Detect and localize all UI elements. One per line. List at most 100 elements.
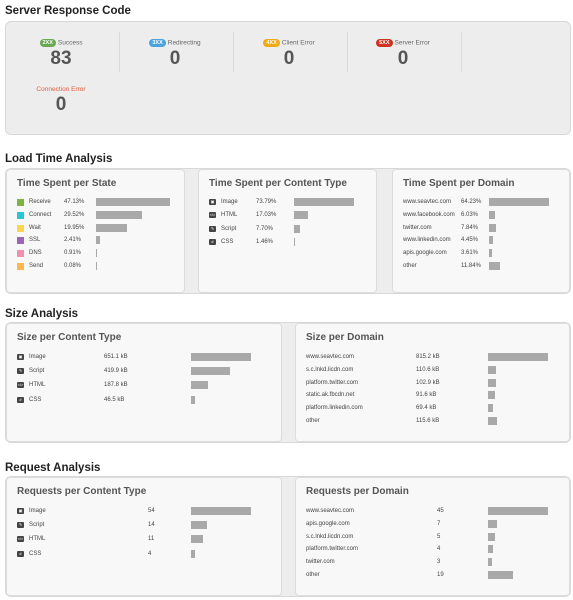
row-value: 5 [437, 533, 441, 540]
list-item: platform.twitter.com 102.9 kB [296, 378, 569, 391]
bar [488, 532, 495, 541]
color-swatch [17, 224, 24, 232]
row-label: Script [221, 225, 237, 232]
load-time-title: Load Time Analysis [5, 153, 113, 165]
bar [294, 237, 296, 246]
row-label: Send [29, 263, 44, 269]
css-icon: # [17, 396, 24, 403]
list-item: apis.google.com 7 [296, 519, 569, 532]
row-label: HTML [29, 536, 46, 543]
stat-success[interactable]: 2XX Success 83 [6, 39, 116, 69]
row-value: 19.95% [64, 224, 85, 231]
card-title: Requests per Content Type [17, 486, 147, 497]
row-label: Wait [29, 224, 41, 231]
request-panel: Requests per Content Type ▣ Image 54 ✎ Scrip… [5, 476, 571, 597]
separator [119, 32, 120, 72]
stat-value: 0 [397, 48, 409, 69]
stat-client-error[interactable]: 4XX Client Error 0 [234, 39, 344, 69]
row-value: 7.70% [256, 225, 274, 232]
row-label: Image [29, 508, 46, 514]
list-item: # CSS 4 [7, 549, 281, 562]
row-value: 115.6 kB [416, 418, 440, 424]
row-label: other [306, 418, 320, 424]
row-label: www.linkedin.com [403, 237, 451, 244]
bar [488, 558, 492, 567]
row-label: CSS [221, 238, 234, 245]
css-icon: # [209, 238, 216, 245]
bar [191, 381, 209, 390]
server-response-title: Server Response Code [5, 5, 131, 17]
card-title: Time Spent per Domain [403, 178, 515, 189]
bar [294, 224, 301, 233]
requests-per-domain-card: Requests per Domain www.seavtec.com 45 api… [295, 477, 570, 596]
html-icon: </> [209, 212, 216, 219]
row-value: 45 [437, 508, 444, 514]
row-label: Script [29, 368, 45, 375]
row-label: s.c.lnkd.licdn.com [306, 366, 354, 373]
card-title: Requests per Domain [306, 486, 409, 497]
script-icon: ✎ [209, 225, 216, 232]
bar [191, 353, 251, 361]
row-value: 4.45% [461, 237, 479, 244]
bar [96, 236, 100, 245]
bar [488, 571, 514, 579]
html-icon: </> [17, 536, 24, 543]
list-item: Connect 29.52% [7, 210, 184, 223]
row-value: 54 [148, 508, 155, 514]
list-item: ✎ Script 7.70% [199, 224, 376, 237]
list-item: ▣ Image 54 [7, 506, 281, 519]
bar [488, 391, 495, 400]
load-time-panel: Time Spent per State Receive 47.13% Connec… [5, 168, 571, 294]
row-value: 815.2 kB [416, 354, 440, 360]
color-swatch [17, 263, 24, 270]
bar [488, 519, 498, 528]
row-value: 11.84% [461, 263, 481, 269]
bar [488, 404, 494, 413]
row-value: 187.8 kB [104, 382, 128, 389]
row-label: apis.google.com [306, 520, 350, 527]
row-label: DNS [29, 250, 42, 257]
separator [233, 32, 234, 72]
list-item: apis.google.com 3.61% [393, 248, 569, 261]
row-label: twitter.com [306, 559, 335, 566]
row-value: 102.9 kB [416, 379, 440, 386]
row-label: HTML [29, 382, 46, 389]
list-item: # CSS 1.46% [199, 237, 376, 250]
row-label: CSS [29, 550, 42, 557]
bar [489, 198, 549, 206]
list-item: ✎ Script 419.9 kB [7, 366, 281, 379]
bar [489, 249, 493, 258]
color-swatch [17, 199, 24, 206]
row-value: 419.9 kB [104, 368, 128, 375]
stat-connection-error[interactable]: Connection Error 0 [6, 86, 116, 115]
bar [191, 549, 196, 558]
card-title: Size per Content Type [17, 332, 122, 343]
stat-server-error[interactable]: 5XX Server Error 0 [348, 39, 458, 69]
bar [488, 353, 548, 361]
row-label: www.seavtec.com [306, 508, 355, 514]
bar [294, 198, 354, 206]
stat-value: 0 [55, 94, 67, 115]
stat-label: Client Error [281, 39, 315, 47]
bar [191, 367, 230, 376]
image-icon: ▣ [17, 508, 24, 514]
list-item: static.ak.fbcdn.net 91.6 kB [296, 390, 569, 403]
row-label: Receive [29, 199, 51, 205]
row-label: CSS [29, 396, 42, 403]
row-label: Script [29, 522, 45, 529]
list-item: Send 0.08% [7, 261, 184, 274]
list-item: www.seavtec.com 64.23% [393, 197, 569, 210]
row-value: 3.61% [461, 250, 479, 257]
color-swatch [17, 250, 24, 258]
row-label: other [403, 263, 417, 269]
time-per-content-type-card: Time Spent per Content Type ▣ Image 73.79%… [198, 169, 377, 293]
bar [96, 249, 98, 258]
row-value: 0.91% [64, 250, 82, 257]
size-per-domain-card: Size per Domain www.seavtec.com 815.2 kB s… [295, 323, 570, 442]
row-value: 4 [148, 550, 152, 557]
bar [191, 521, 207, 530]
list-item: twitter.com 3 [296, 557, 569, 570]
stat-redirecting[interactable]: 3XX Redirecting 0 [120, 39, 230, 69]
list-item: www.seavtec.com 815.2 kB [296, 352, 569, 365]
row-value: 19 [437, 572, 444, 578]
